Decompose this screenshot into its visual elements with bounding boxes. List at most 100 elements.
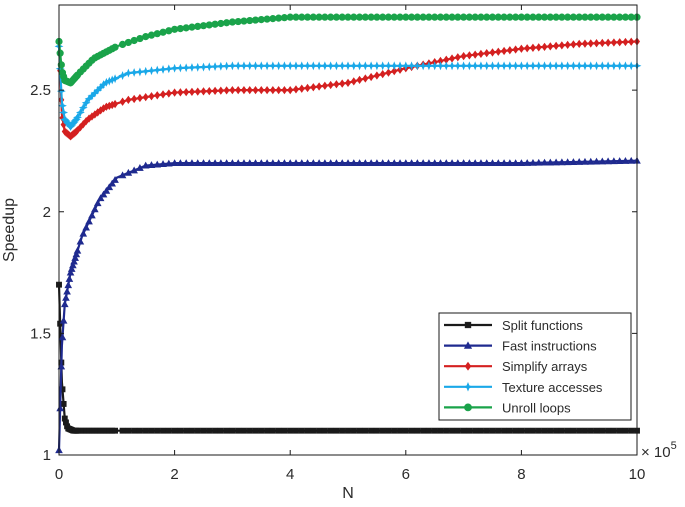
legend-marker — [463, 341, 473, 349]
data-point — [111, 43, 119, 51]
data-point — [274, 61, 284, 71]
data-point — [269, 85, 276, 95]
data-point — [512, 427, 519, 434]
data-point — [81, 98, 91, 108]
data-point — [281, 85, 288, 95]
data-point — [333, 427, 340, 434]
legend-label: Texture accesses — [502, 380, 603, 395]
x-exponent-power: 5 — [671, 440, 677, 452]
data-point — [425, 427, 432, 434]
data-point — [610, 157, 618, 165]
data-point — [287, 85, 294, 95]
data-point — [441, 61, 451, 71]
data-point — [309, 159, 318, 167]
data-point — [96, 82, 106, 92]
data-point — [622, 427, 629, 434]
x-tick-label: 10 — [629, 466, 646, 483]
data-point — [153, 160, 162, 168]
data-point — [240, 159, 248, 167]
data-point — [176, 159, 185, 167]
data-point — [546, 158, 555, 166]
data-point — [454, 427, 461, 434]
data-point — [454, 159, 462, 167]
data-point — [597, 61, 607, 71]
legend-item: Unroll loops — [444, 400, 571, 415]
data-point — [391, 67, 398, 76]
data-point — [362, 427, 369, 434]
data-point — [413, 159, 422, 167]
data-point — [483, 49, 490, 58]
data-point — [344, 159, 352, 167]
data-point — [345, 427, 351, 434]
data-point — [125, 427, 132, 434]
data-point — [408, 427, 415, 434]
data-point — [281, 427, 288, 434]
data-point — [552, 158, 560, 166]
data-point — [350, 77, 357, 86]
data-point — [553, 427, 560, 434]
data-point — [287, 427, 294, 434]
data-point — [280, 159, 289, 167]
data-point — [79, 229, 88, 237]
data-point — [402, 427, 409, 434]
data-point — [223, 86, 230, 95]
data-point — [59, 316, 68, 324]
legend-label: Fast instructions — [502, 339, 597, 354]
data-point — [488, 61, 497, 71]
data-point — [356, 75, 363, 85]
data-point — [493, 61, 503, 71]
data-point — [110, 74, 120, 84]
data-point — [321, 81, 328, 90]
y-tick-label: 1 — [43, 447, 51, 464]
data-point — [60, 300, 69, 308]
data-point — [558, 158, 566, 166]
data-point — [337, 61, 347, 71]
data-point — [418, 61, 428, 71]
legend-item: Simplify arrays — [444, 359, 588, 374]
data-point — [343, 61, 353, 71]
data-point — [344, 78, 352, 87]
data-point — [373, 159, 381, 167]
data-point — [610, 38, 617, 47]
data-point — [193, 62, 203, 72]
data-point — [310, 427, 317, 434]
data-point — [316, 427, 323, 434]
data-point — [362, 74, 369, 83]
data-point — [90, 88, 100, 98]
legend-marker — [463, 382, 473, 392]
data-point — [384, 61, 393, 71]
data-point — [193, 159, 202, 167]
data-point — [350, 427, 357, 434]
data-point — [275, 85, 282, 95]
data-point — [564, 427, 571, 434]
data-point — [298, 427, 305, 434]
data-point — [621, 157, 630, 164]
data-point — [304, 83, 311, 93]
data-point — [511, 61, 521, 71]
data-point — [59, 108, 69, 117]
data-point — [529, 43, 536, 52]
data-point — [615, 157, 624, 164]
data-point — [285, 61, 295, 71]
data-point — [489, 48, 496, 57]
data-point — [385, 427, 392, 434]
data-point — [511, 159, 520, 167]
data-point — [303, 61, 312, 71]
data-point — [125, 95, 132, 105]
data-point — [71, 254, 79, 261]
data-point — [576, 39, 583, 49]
data-point — [316, 82, 323, 91]
data-point — [268, 61, 278, 71]
data-point — [397, 427, 403, 434]
data-point — [72, 250, 81, 258]
data-point — [235, 85, 242, 95]
data-point — [286, 159, 295, 167]
data-point — [557, 61, 567, 71]
data-point — [621, 61, 630, 71]
data-point — [291, 61, 301, 71]
data-point — [105, 183, 114, 191]
data-point — [586, 157, 595, 165]
data-point — [396, 159, 404, 167]
data-point — [131, 427, 138, 434]
